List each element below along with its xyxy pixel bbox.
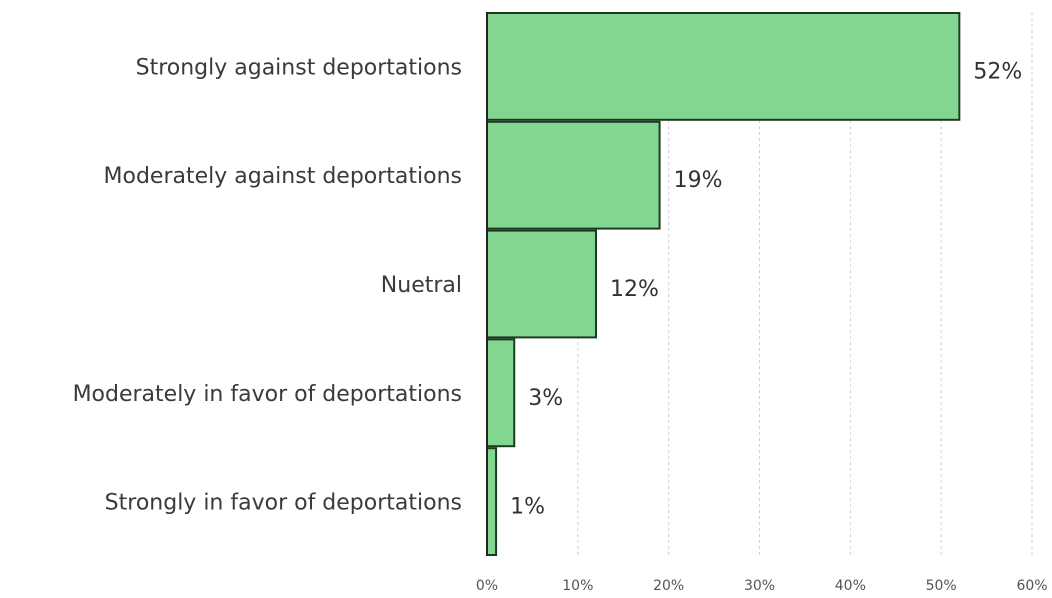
- x-tick-label: 30%: [744, 578, 775, 594]
- data-label: 12%: [610, 277, 659, 302]
- x-tick-label: 50%: [926, 578, 957, 594]
- x-tick-label: 40%: [835, 578, 866, 594]
- bar-2: [486, 120, 661, 230]
- data-label: 52%: [973, 59, 1022, 84]
- data-label: 19%: [674, 168, 723, 193]
- data-label: 1%: [510, 495, 545, 520]
- x-tick-label: 10%: [562, 578, 593, 594]
- category-labels: Strongly against deportations Moderately …: [73, 55, 462, 515]
- bar-5: [486, 447, 498, 557]
- data-labels: 52% 19% 12% 3% 1%: [510, 59, 1022, 519]
- x-tick-label: 60%: [1016, 578, 1047, 594]
- category-label: Nuetral: [381, 273, 462, 298]
- bar-4: [486, 338, 516, 448]
- category-label: Strongly in favor of deportations: [105, 491, 462, 516]
- bars: [486, 12, 961, 557]
- category-label: Moderately against deportations: [104, 164, 463, 189]
- x-tick-labels: 0% 10% 20% 30% 40% 50% 60%: [476, 578, 1048, 594]
- x-tick-label: 0%: [476, 578, 498, 594]
- data-label: 3%: [528, 386, 563, 411]
- x-tick-label: 20%: [653, 578, 684, 594]
- bar-1: [486, 12, 961, 121]
- bar-3: [486, 229, 597, 339]
- category-label: Moderately in favor of deportations: [73, 382, 462, 407]
- category-label: Strongly against deportations: [136, 55, 462, 80]
